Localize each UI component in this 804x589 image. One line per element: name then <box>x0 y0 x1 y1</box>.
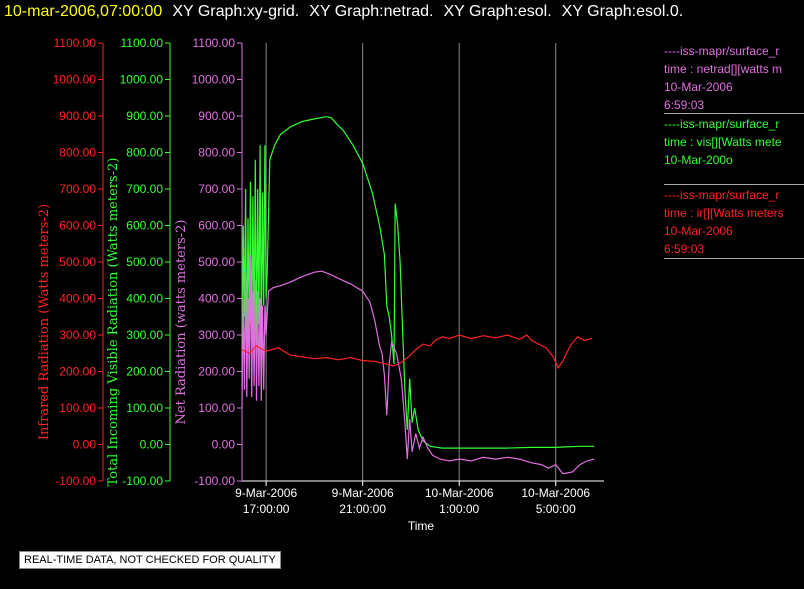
y-tick-label-0-7: 600.00 <box>59 219 96 233</box>
y-tick-label-0-9: 800.00 <box>59 146 96 160</box>
y-axis-label-1: Total Incoming Visible Radiation (Watts … <box>106 158 121 487</box>
header: 10-mar-2006,07:00:00 XY Graph:xy-grid. XY … <box>4 3 683 21</box>
x-tick-label-time-1: 21:00:00 <box>339 502 386 516</box>
series-line-netrad <box>241 254 595 475</box>
legend-netrad-line-2: 10-Mar-2006 <box>664 80 733 94</box>
timestamp: 10-mar-2006,07:00:00 <box>4 3 163 20</box>
y-tick-label-1-10: 900.00 <box>126 109 163 123</box>
y-tick-label-2-5: 400.00 <box>198 292 235 306</box>
legend-ir-line-2: 10-Mar-2006 <box>664 224 733 238</box>
y-tick-label-0-4: 300.00 <box>59 328 96 342</box>
quality-notice: REAL-TIME DATA, NOT CHECKED FOR QUALITY <box>19 551 281 569</box>
y-tick-label-0-6: 500.00 <box>59 255 96 269</box>
y-tick-label-2-7: 600.00 <box>198 219 235 233</box>
y-tick-label-2-12: 1100.00 <box>193 36 236 50</box>
y-tick-label-0-5: 400.00 <box>59 292 96 306</box>
x-axis-label: Time <box>408 519 435 533</box>
legend-ir: ----iss-mapr/surface_r time : ir[][Watts… <box>664 186 804 258</box>
legend-netrad: ----iss-mapr/surface_r time : netrad[][w… <box>664 42 804 114</box>
x-tick-label-date-2: 10-Mar-2006 <box>425 486 494 500</box>
y-tick-label-0-3: 200.00 <box>59 365 96 379</box>
series-line-vis <box>241 116 595 449</box>
graph-title-2: XY Graph:esol. <box>443 3 552 20</box>
legend-divider <box>664 184 804 185</box>
y-axis-label-0: Infrared Radiation (Watts meters-2) <box>37 204 52 440</box>
series-line-ir <box>241 334 593 370</box>
y-tick-label-1-9: 800.00 <box>126 146 163 160</box>
y-tick-label-1-0: -100.00 <box>122 474 163 488</box>
y-tick-label-1-3: 200.00 <box>126 365 163 379</box>
y-tick-label-2-9: 800.00 <box>198 146 235 160</box>
legend-vis-line-2: 10-Mar-200o <box>664 153 733 167</box>
graph-title-3: XY Graph:esol.0. <box>561 3 684 20</box>
y-tick-label-2-2: 100.00 <box>198 401 235 415</box>
legend-netrad-line-1: time : netrad[][watts m <box>664 62 783 76</box>
y-tick-label-2-11: 1000.00 <box>192 73 236 87</box>
y-tick-label-1-8: 700.00 <box>126 182 163 196</box>
y-tick-label-1-5: 400.00 <box>126 292 163 306</box>
y-tick-label-1-6: 500.00 <box>126 255 163 269</box>
x-tick-label-time-3: 5:00:00 <box>536 502 576 516</box>
y-tick-label-2-10: 900.00 <box>198 109 235 123</box>
legend-netrad-line-3: 6:59:03 <box>664 98 705 112</box>
y-tick-label-2-1: 0.00 <box>212 438 236 452</box>
y-tick-label-2-8: 700.00 <box>198 182 235 196</box>
legend-ir-line-3: 6:59:03 <box>664 242 705 256</box>
legend-vis-line-1: time : vis[][Watts mete <box>664 135 782 149</box>
legend-vis: ----iss-mapr/surface_r time : vis[][Watt… <box>664 115 804 169</box>
x-tick-label-date-1: 9-Mar-2006 <box>332 486 394 500</box>
graph-title-1: XY Graph:netrad. <box>309 3 434 20</box>
y-tick-label-0-10: 900.00 <box>59 109 96 123</box>
x-tick-label-time-0: 17:00:00 <box>243 502 290 516</box>
y-axis-label-2: Net Radiation (watts meters-2) <box>174 220 189 425</box>
y-tick-label-0-12: 1100.00 <box>54 36 97 50</box>
y-tick-label-2-4: 300.00 <box>198 328 235 342</box>
y-tick-label-0-1: 0.00 <box>73 438 97 452</box>
legend-netrad-line-0: ----iss-mapr/surface_r <box>664 44 780 58</box>
y-tick-label-1-7: 600.00 <box>126 219 163 233</box>
y-tick-label-2-3: 200.00 <box>198 365 235 379</box>
y-tick-label-1-4: 300.00 <box>126 328 163 342</box>
x-tick-label-date-3: 10-Mar-2006 <box>521 486 590 500</box>
legend-vis-line-0: ----iss-mapr/surface_r <box>664 117 780 131</box>
y-tick-label-0-2: 100.00 <box>59 401 96 415</box>
legend-ir-line-1: time : ir[][Watts meters <box>664 206 784 220</box>
legend-ir-line-0: ----iss-mapr/surface_r <box>664 188 780 202</box>
x-tick-label-date-0: 9-Mar-2006 <box>235 486 297 500</box>
y-tick-label-1-11: 1000.00 <box>120 73 164 87</box>
y-tick-label-0-8: 700.00 <box>59 182 96 196</box>
y-tick-label-2-0: -100.00 <box>194 474 235 488</box>
graph-title-0: XY Graph:xy-grid. <box>172 3 300 20</box>
y-tick-label-0-0: -100.00 <box>55 474 96 488</box>
legend-divider <box>664 258 804 259</box>
y-tick-label-1-2: 100.00 <box>126 401 163 415</box>
legend-divider <box>664 113 804 114</box>
y-tick-label-1-12: 1100.00 <box>121 36 164 50</box>
x-tick-label-time-2: 1:00:00 <box>439 502 479 516</box>
y-tick-label-2-6: 500.00 <box>198 255 235 269</box>
y-tick-label-0-11: 1000.00 <box>53 73 97 87</box>
y-tick-label-1-1: 0.00 <box>140 438 164 452</box>
